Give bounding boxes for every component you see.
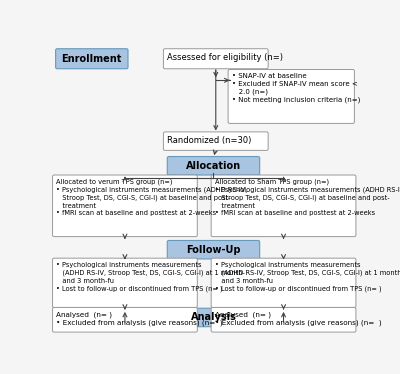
Text: Follow-Up: Follow-Up bbox=[186, 245, 241, 255]
Text: Allocated to verum TPS group (n=)
• Psychological instruments measurements (ADHD: Allocated to verum TPS group (n=) • Psyc… bbox=[56, 179, 248, 217]
Text: Analysis: Analysis bbox=[190, 312, 236, 322]
FancyBboxPatch shape bbox=[167, 240, 260, 259]
Text: Randomized (n=30): Randomized (n=30) bbox=[167, 136, 252, 145]
FancyBboxPatch shape bbox=[52, 175, 197, 237]
Text: Allocation: Allocation bbox=[186, 161, 241, 171]
Text: • SNAP-IV at baseline
• Excluded if SNAP-IV mean score <
   2.0 (n=)
• Not meeti: • SNAP-IV at baseline • Excluded if SNAP… bbox=[232, 73, 360, 103]
FancyBboxPatch shape bbox=[167, 157, 260, 175]
FancyBboxPatch shape bbox=[167, 308, 260, 327]
FancyBboxPatch shape bbox=[211, 307, 356, 332]
Text: Enrollment: Enrollment bbox=[62, 54, 122, 64]
Text: Analysed  (n= )
• Excluded from analysis (give reasons) (n=  ): Analysed (n= ) • Excluded from analysis … bbox=[56, 311, 223, 326]
Text: Analysed  (n= )
• Excluded from analysis (give reasons) (n=  ): Analysed (n= ) • Excluded from analysis … bbox=[215, 311, 382, 326]
FancyBboxPatch shape bbox=[228, 70, 354, 123]
FancyBboxPatch shape bbox=[52, 258, 197, 307]
FancyBboxPatch shape bbox=[211, 258, 356, 307]
FancyBboxPatch shape bbox=[164, 49, 268, 69]
FancyBboxPatch shape bbox=[211, 175, 356, 237]
Text: • Psychological instruments measurements
   (ADHD RS-IV, Stroop Test, DS, CGI-S,: • Psychological instruments measurements… bbox=[215, 262, 400, 291]
Text: Assessed for eligibility (n=): Assessed for eligibility (n=) bbox=[167, 53, 283, 62]
Text: • Psychological instruments measurements
   (ADHD RS-IV, Stroop Test, DS, CGI-S,: • Psychological instruments measurements… bbox=[56, 262, 245, 291]
FancyBboxPatch shape bbox=[164, 132, 268, 150]
Text: Allocated to Sham TPS group (n=)
• Psychological instruments measurements (ADHD : Allocated to Sham TPS group (n=) • Psych… bbox=[215, 179, 400, 217]
FancyBboxPatch shape bbox=[56, 49, 128, 69]
FancyBboxPatch shape bbox=[52, 307, 197, 332]
